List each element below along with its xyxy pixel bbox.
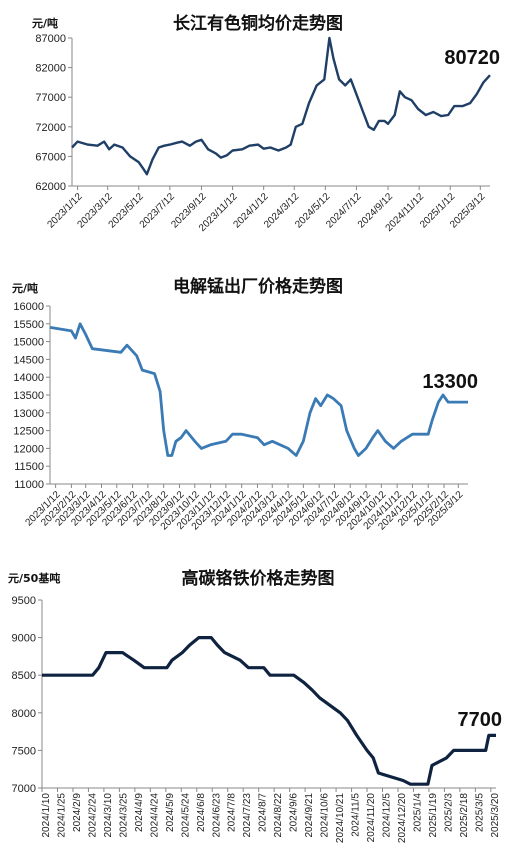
y-tick-label: 87000 bbox=[35, 33, 66, 45]
chart-manganese: 电解锰出厂价格走势图 元/吨 13300 2023/1/122023/2/122… bbox=[12, 276, 478, 532]
y-tick-label: 82000 bbox=[35, 63, 66, 75]
y-tick-label: 12500 bbox=[13, 426, 44, 438]
x-tick-label: 2024/6/8 bbox=[196, 793, 207, 832]
last-value-label: 80720 bbox=[444, 47, 500, 69]
x-tick-label: 2024/12/20 bbox=[397, 793, 408, 843]
y-tick-label: 11500 bbox=[14, 461, 44, 473]
y-tick-label: 15000 bbox=[13, 337, 44, 349]
chart-title: 长江有色铜均价走势图 bbox=[173, 13, 343, 34]
y-tick-label: 9000 bbox=[12, 633, 36, 645]
last-value-label: 7700 bbox=[458, 709, 503, 731]
x-tick-label: 2024/4/9 bbox=[134, 793, 145, 832]
series-line bbox=[71, 36, 491, 176]
series-line bbox=[49, 322, 468, 457]
y-tick-label: 16000 bbox=[13, 301, 44, 313]
x-tick-label: 2025/1/4 bbox=[412, 793, 423, 832]
x-tick-label: 2024/7/8 bbox=[227, 793, 238, 832]
axes bbox=[41, 600, 496, 789]
y-tick-label: 62000 bbox=[35, 181, 66, 193]
x-tick-label: 2024/4/24 bbox=[149, 793, 160, 838]
x-tick-label: 2024/2/24 bbox=[87, 793, 98, 838]
y-tick-label: 13000 bbox=[13, 408, 44, 420]
y-tick-label: 14500 bbox=[13, 354, 44, 366]
y-tick-labels: 7000 7500 8000 8500 9000 9500 bbox=[12, 595, 42, 795]
y-tick-label: 72000 bbox=[35, 122, 66, 134]
x-tick-label: 2024/7/23 bbox=[242, 793, 253, 838]
y-tick-label: 9500 bbox=[12, 595, 36, 607]
x-tick-label: 2025/2/3 bbox=[443, 793, 454, 832]
y-tick-label: 8000 bbox=[12, 708, 36, 720]
y-tick-label: 11000 bbox=[14, 479, 44, 491]
x-tick-label: 2024/10/21 bbox=[335, 793, 346, 843]
last-value-label: 13300 bbox=[422, 371, 478, 393]
y-tick-label: 15500 bbox=[13, 319, 44, 331]
y-unit-label: 元/吨 bbox=[32, 16, 58, 30]
x-tick-label: 2025/1/19 bbox=[428, 793, 439, 838]
x-tick-label: 2024/1/10 bbox=[41, 793, 52, 838]
chart-copper: 长江有色铜均价走势图 元/吨 80720 2023/1/122023/3/122… bbox=[32, 13, 500, 234]
y-tick-label: 77000 bbox=[35, 92, 66, 104]
series-line-group bbox=[49, 322, 468, 457]
chart-title: 高碳铬铁价格走势图 bbox=[182, 568, 335, 589]
x-tick-labels: 2023/1/122023/2/122023/3/122023/4/122023… bbox=[23, 484, 466, 532]
x-tick-label: 2024/1/25 bbox=[56, 793, 67, 838]
series-line bbox=[42, 636, 496, 786]
y-unit-label: 元/50基吨 bbox=[8, 571, 60, 585]
x-tick-label: 2024/10/6 bbox=[320, 793, 331, 838]
x-tick-label: 2024/3/10 bbox=[103, 793, 114, 838]
y-tick-labels: 62000 67000 72000 77000 82000 87000 bbox=[35, 33, 72, 193]
x-tick-label: 2024/5/24 bbox=[180, 793, 191, 838]
x-tick-label: 2024/8/7 bbox=[258, 793, 269, 832]
y-tick-label: 7000 bbox=[12, 783, 36, 795]
x-tick-label: 2024/9/6 bbox=[289, 793, 300, 832]
y-tick-label: 14000 bbox=[13, 372, 44, 384]
axes bbox=[49, 306, 468, 485]
x-tick-label: 2024/8/22 bbox=[273, 793, 284, 838]
x-tick-label: 2025/3/5 bbox=[474, 793, 485, 832]
x-tick-label: 2024/3/25 bbox=[118, 793, 129, 838]
chart-title: 电解锰出厂价格走势图 bbox=[173, 276, 343, 297]
x-tick-label: 2024/11/5 bbox=[351, 793, 362, 837]
chart-ferrochrome: 高碳铬铁价格走势图 元/50基吨 7700 2024/1/10 2024/1/25… bbox=[8, 568, 502, 843]
x-tick-label: 2024/9/21 bbox=[304, 793, 315, 838]
series-line-group bbox=[71, 36, 491, 176]
x-tick-label: 2024/6/23 bbox=[211, 793, 222, 838]
series-line-group bbox=[42, 636, 496, 786]
x-tick-label: 2024/11/20 bbox=[366, 793, 377, 843]
y-unit-label: 元/吨 bbox=[12, 281, 38, 295]
x-tick-labels: 2023/1/122023/3/122023/5/122023/7/122023… bbox=[45, 186, 488, 234]
y-tick-label: 8500 bbox=[12, 670, 36, 682]
y-tick-label: 12000 bbox=[13, 443, 44, 455]
x-tick-label: 2024/5/9 bbox=[165, 793, 176, 832]
x-tick-label: 2025/2/18 bbox=[459, 793, 470, 838]
x-tick-label: 2024/2/9 bbox=[72, 793, 83, 832]
y-tick-label: 7500 bbox=[12, 745, 36, 757]
x-tick-label: 2024/12/5 bbox=[382, 793, 393, 838]
y-tick-label: 67000 bbox=[35, 151, 66, 163]
x-tick-labels: 2024/1/10 2024/1/25 2024/2/9 2024/2/24 2024/… bbox=[41, 788, 501, 843]
y-tick-label: 13500 bbox=[13, 390, 44, 402]
x-tick-label: 2025/3/20 bbox=[490, 793, 501, 838]
axes bbox=[71, 38, 490, 187]
y-tick-labels: 11000 11500 12000 12500 13000 13500 14000 14500… bbox=[13, 301, 50, 491]
